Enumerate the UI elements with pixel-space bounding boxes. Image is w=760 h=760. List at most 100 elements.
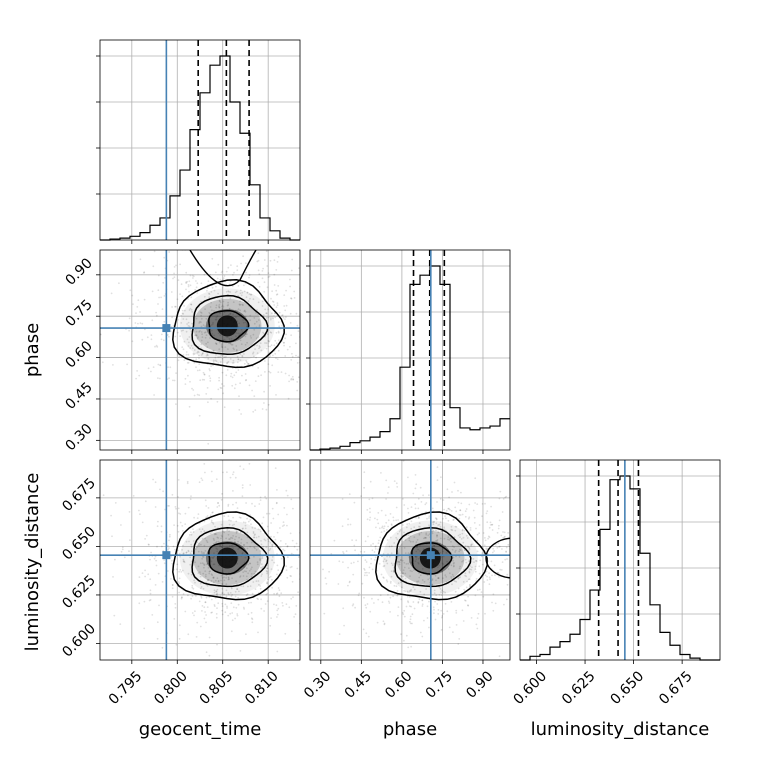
sample-point <box>227 503 230 506</box>
sample-point <box>240 343 243 345</box>
sample-point <box>437 577 439 579</box>
sample-point <box>138 374 141 377</box>
sample-point <box>220 546 223 548</box>
sample-point <box>154 555 157 558</box>
sample-point <box>264 308 267 311</box>
sample-point <box>364 540 367 543</box>
sample-point <box>213 605 216 607</box>
sample-point <box>203 563 205 565</box>
sample-point <box>437 524 439 526</box>
sample-point <box>207 579 209 582</box>
sample-point <box>226 529 229 532</box>
sample-point <box>351 604 354 607</box>
y-tick-label: 0.90 <box>62 255 95 288</box>
sample-point <box>251 618 254 621</box>
sample-point <box>246 324 249 327</box>
sample-point <box>452 559 454 562</box>
sample-point <box>403 547 406 549</box>
sample-point <box>401 572 404 575</box>
sample-point <box>271 559 273 562</box>
contour-0 <box>172 279 285 369</box>
sample-point <box>190 308 193 311</box>
sample-point <box>242 321 245 324</box>
sample-point <box>132 303 134 305</box>
sample-point <box>205 354 208 357</box>
sample-point <box>200 595 203 598</box>
sample-point <box>248 384 251 387</box>
sample-point <box>234 383 237 386</box>
sample-point <box>212 359 215 362</box>
sample-point <box>427 534 430 537</box>
sample-point <box>380 472 382 474</box>
x-tick-label: 0.805 <box>197 668 237 708</box>
sample-point <box>151 290 154 293</box>
sample-point <box>421 635 424 638</box>
sample-point <box>511 539 513 541</box>
sample-point <box>277 349 280 352</box>
sample-point <box>268 340 271 343</box>
sample-point <box>269 624 272 627</box>
sample-point <box>150 334 153 336</box>
sample-point <box>221 592 224 595</box>
sample-point <box>244 556 247 559</box>
sample-point <box>407 507 409 510</box>
sample-point <box>261 557 264 560</box>
sample-point <box>288 374 290 377</box>
sample-point <box>447 568 450 570</box>
sample-point <box>261 277 264 280</box>
sample-point <box>314 630 316 632</box>
sample-point <box>450 540 452 543</box>
sample-point <box>469 584 471 586</box>
sample-point <box>416 539 419 541</box>
sample-point <box>212 350 215 352</box>
sample-point <box>137 299 140 302</box>
sample-point <box>426 517 428 520</box>
sample-point <box>290 377 293 380</box>
sample-point <box>443 526 445 529</box>
sample-point <box>189 556 192 559</box>
sample-point <box>291 352 293 355</box>
sample-point <box>201 610 203 612</box>
sample-point <box>171 306 174 308</box>
sample-point <box>321 353 323 355</box>
sample-point <box>470 544 473 547</box>
sample-point <box>275 394 277 396</box>
sample-point <box>446 488 449 491</box>
sample-point <box>217 388 220 391</box>
sample-point <box>235 316 237 319</box>
sample-point <box>249 562 252 565</box>
sample-point <box>114 558 116 561</box>
sample-point <box>219 544 222 547</box>
sample-point <box>186 323 189 325</box>
sample-point <box>251 389 254 392</box>
sample-point <box>273 273 276 276</box>
sample-point <box>452 518 455 521</box>
sample-point <box>381 601 384 604</box>
sample-point <box>242 255 245 258</box>
sample-point <box>488 576 491 579</box>
sample-point <box>474 477 477 480</box>
sample-point <box>447 507 450 510</box>
sample-point <box>266 570 269 573</box>
sample-point <box>218 348 221 351</box>
sample-point <box>225 290 228 293</box>
sample-point <box>472 509 475 512</box>
sample-point <box>221 591 224 594</box>
sample-point <box>238 409 241 411</box>
sample-point <box>278 311 281 314</box>
sample-point <box>283 549 286 552</box>
sample-point <box>492 547 494 550</box>
sample-point <box>408 522 411 525</box>
sample-point <box>187 633 190 636</box>
sample-point <box>209 380 212 382</box>
sample-point <box>221 493 223 495</box>
sample-point <box>141 338 144 341</box>
sample-point <box>171 587 174 590</box>
sample-point <box>358 592 361 595</box>
sample-point <box>305 531 307 533</box>
sample-point <box>209 306 212 308</box>
sample-point <box>418 516 420 519</box>
sample-point <box>284 372 287 375</box>
sample-point <box>259 559 261 561</box>
sample-point <box>484 612 486 615</box>
